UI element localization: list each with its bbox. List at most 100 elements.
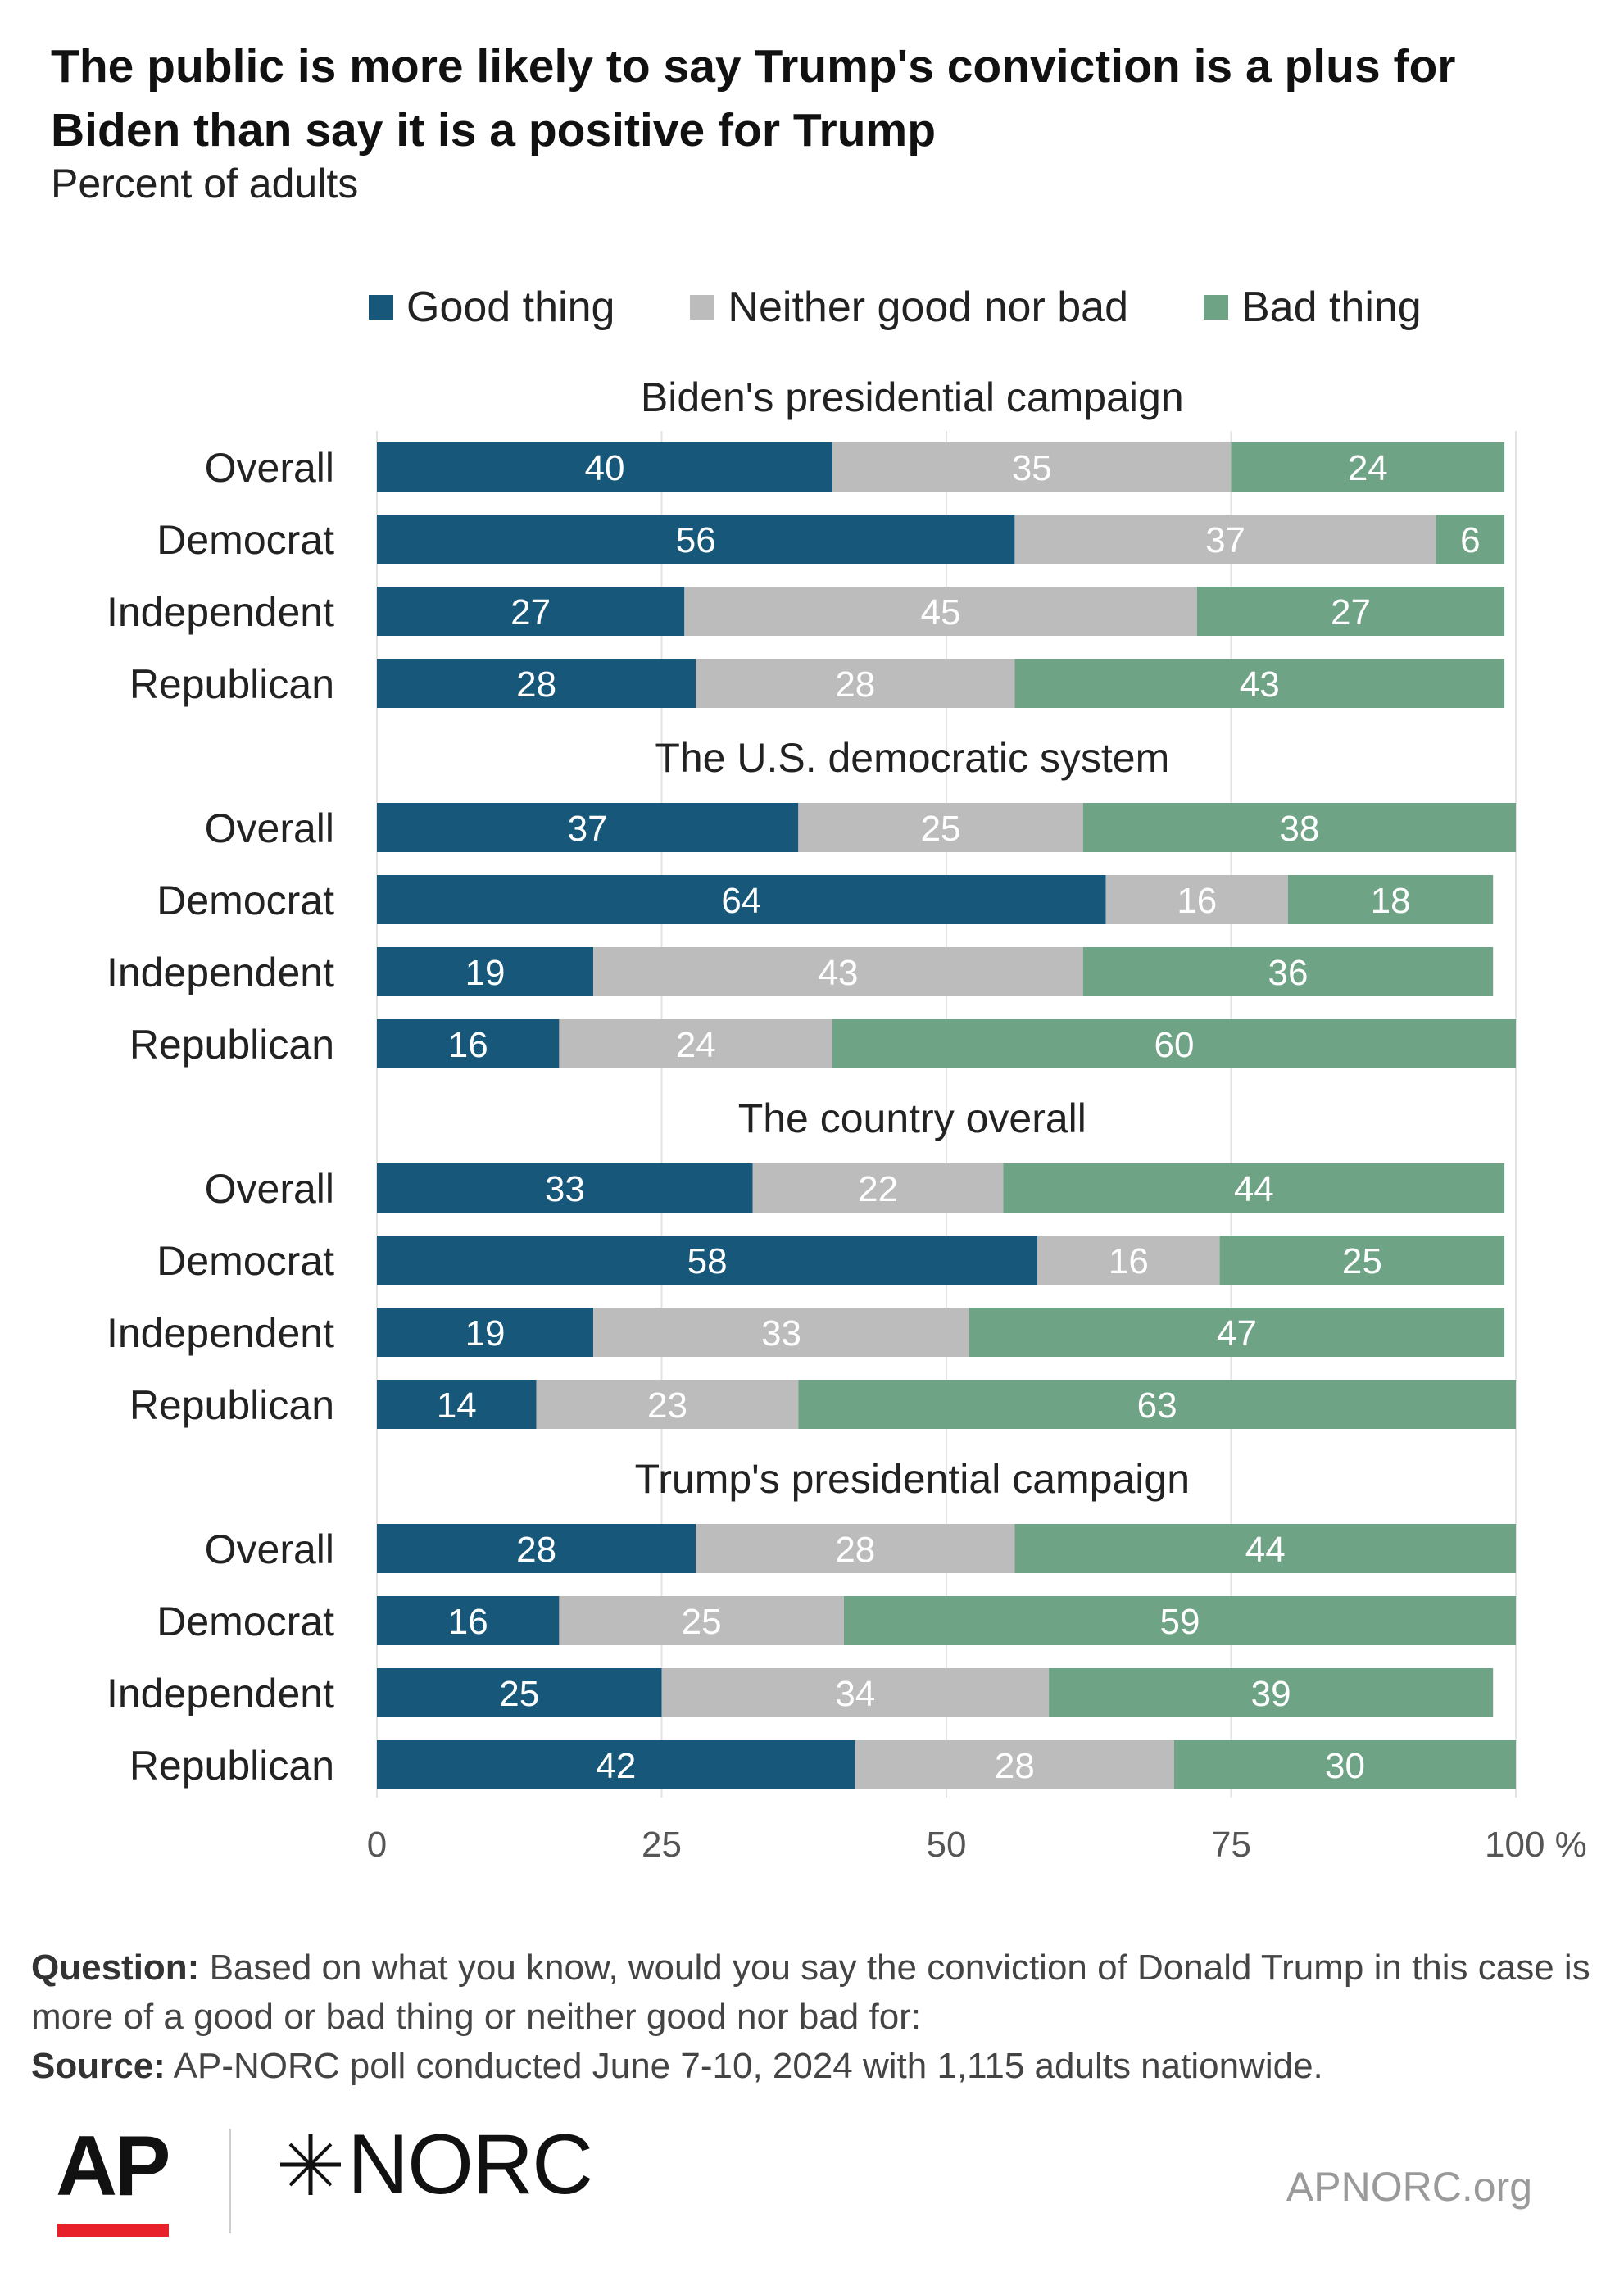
neither-segment — [1037, 1236, 1220, 1285]
group-title: Biden's presidential campaign — [641, 374, 1184, 420]
neither-segment — [855, 1740, 1174, 1789]
stacked-bar-chart: Biden's presidential campaign Overall 40 35… — [107, 374, 1587, 1865]
row-label: Independent — [107, 1310, 334, 1356]
data-label: 34 — [835, 1674, 875, 1714]
data-label: 19 — [465, 1313, 506, 1354]
site-url: APNORC.org — [1286, 2164, 1532, 2210]
data-label: 27 — [1331, 592, 1371, 633]
source-label: Source: — [31, 2046, 166, 2086]
data-label: 18 — [1371, 881, 1411, 921]
question-note: Question: Based on what you know, would … — [31, 1943, 1604, 2042]
data-label: 23 — [647, 1385, 687, 1426]
neither-segment — [832, 442, 1232, 492]
bad-segment — [969, 1308, 1505, 1357]
data-label: 25 — [682, 1602, 722, 1642]
good-segment — [377, 875, 1106, 924]
x-tick-label: 0 — [367, 1825, 387, 1865]
legend-item-good: Good thing — [369, 283, 615, 332]
data-label: 43 — [1240, 664, 1280, 705]
good-segment — [377, 1236, 1038, 1285]
norc-logo: NORC — [279, 2117, 593, 2212]
row-label: Republican — [129, 1743, 334, 1789]
legend-swatch-bad — [1204, 295, 1228, 320]
data-label: 6 — [1460, 520, 1480, 560]
legend: Good thing Neither good nor bad Bad thin… — [369, 279, 1422, 336]
data-label: 43 — [818, 953, 858, 993]
x-tick-label: 50 — [927, 1825, 967, 1865]
row-label: Overall — [205, 1526, 334, 1572]
neither-segment — [752, 1163, 1004, 1213]
data-label: 64 — [721, 881, 761, 921]
row-label: Overall — [205, 805, 334, 851]
good-segment — [377, 1668, 662, 1717]
data-label: 30 — [1325, 1746, 1365, 1786]
neither-segment — [661, 1668, 1050, 1717]
data-label: 25 — [921, 809, 961, 849]
data-label: 59 — [1159, 1602, 1200, 1642]
row-label: Overall — [205, 445, 334, 491]
norc-logo-text: NORC — [347, 2117, 593, 2212]
data-label: 39 — [1251, 1674, 1291, 1714]
data-label: 28 — [516, 664, 556, 705]
neither-segment — [593, 1308, 969, 1357]
good-segment — [377, 1740, 855, 1789]
data-label: 33 — [545, 1169, 585, 1209]
bad-segment — [832, 1019, 1516, 1068]
group-title: The U.S. democratic system — [655, 735, 1169, 781]
row-label: Democrat — [157, 1238, 334, 1284]
good-segment — [377, 1596, 560, 1645]
bad-segment — [1288, 875, 1494, 924]
bad-segment — [1049, 1668, 1494, 1717]
data-label: 45 — [921, 592, 961, 633]
x-tick-label: 75 — [1211, 1825, 1251, 1865]
good-segment — [377, 1524, 696, 1573]
data-label: 16 — [448, 1602, 488, 1642]
bad-segment — [843, 1596, 1516, 1645]
neither-segment — [696, 659, 1015, 708]
bad-segment — [1003, 1163, 1505, 1213]
row-label: Republican — [129, 661, 334, 707]
good-segment — [377, 442, 832, 492]
logo-divider — [229, 2129, 231, 2233]
data-label: 38 — [1279, 809, 1319, 849]
bad-segment — [1082, 947, 1494, 996]
source-text: AP-NORC poll conducted June 7-10, 2024 w… — [173, 2046, 1323, 2086]
chart-title: The public is more likely to say Trump's… — [51, 40, 1456, 156]
question-text: Based on what you know, would you say th… — [31, 1948, 1590, 2037]
neither-segment — [593, 947, 1083, 996]
data-label: 63 — [1137, 1385, 1177, 1426]
data-label: 44 — [1234, 1169, 1274, 1209]
data-label: 28 — [835, 664, 875, 705]
row-label: Independent — [107, 950, 334, 995]
data-label: 37 — [568, 809, 608, 849]
data-label: 19 — [465, 953, 506, 993]
row-label: Independent — [107, 589, 334, 635]
neither-segment — [684, 587, 1197, 636]
group-title: Trump's presidential campaign — [635, 1456, 1190, 1502]
row-label: Independent — [107, 1671, 334, 1716]
data-label: 37 — [1205, 520, 1245, 560]
data-label: 16 — [1109, 1241, 1149, 1281]
legend-item-neither: Neither good nor bad — [690, 283, 1128, 332]
bad-segment — [1196, 587, 1505, 636]
question-label: Question: — [31, 1948, 200, 1988]
data-label: 35 — [1012, 448, 1052, 488]
data-label: 25 — [1342, 1241, 1382, 1281]
data-label: 60 — [1154, 1025, 1195, 1065]
data-label: 56 — [676, 520, 716, 560]
norc-star-icon — [280, 2134, 341, 2195]
legend-label-good: Good thing — [406, 283, 615, 331]
row-label: Republican — [129, 1022, 334, 1068]
data-label: 36 — [1268, 953, 1309, 993]
ap-logo-bar — [57, 2224, 169, 2237]
legend-swatch-neither — [690, 295, 715, 320]
x-tick-label: 25 — [642, 1825, 682, 1865]
data-label: 47 — [1217, 1313, 1257, 1354]
chart-subtitle: Percent of adults — [51, 161, 359, 206]
neither-segment — [559, 1019, 832, 1068]
bad-segment — [1082, 803, 1516, 852]
legend-label-bad: Bad thing — [1241, 283, 1422, 331]
data-label: 40 — [585, 448, 625, 488]
data-label: 27 — [510, 592, 551, 633]
data-label: 24 — [1348, 448, 1388, 488]
